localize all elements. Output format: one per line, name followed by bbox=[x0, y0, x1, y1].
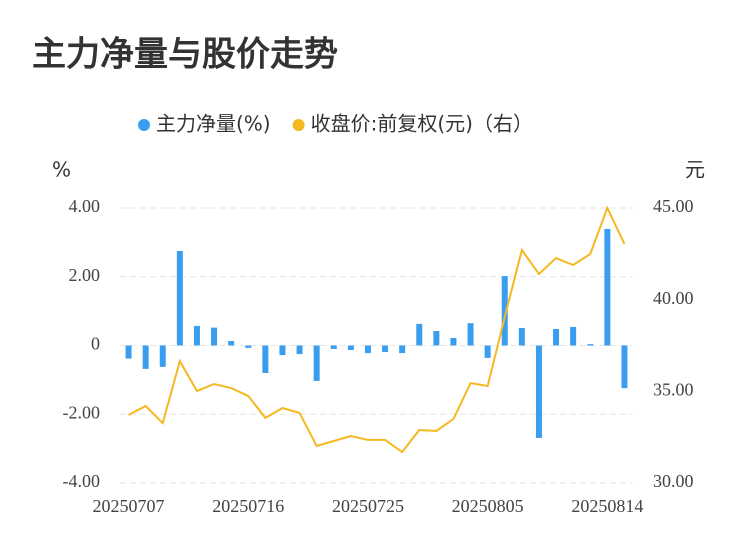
bar bbox=[587, 344, 594, 346]
bar bbox=[535, 345, 542, 438]
bar bbox=[433, 331, 440, 346]
y2-tick-label: 35.00 bbox=[653, 379, 694, 399]
bar bbox=[296, 345, 303, 355]
bar bbox=[176, 250, 183, 346]
bar bbox=[211, 327, 218, 346]
chart-title: 主力净量与股价走势 bbox=[32, 35, 338, 75]
bar bbox=[279, 345, 286, 356]
legend-marker bbox=[138, 119, 150, 131]
bar bbox=[501, 276, 508, 346]
bar bbox=[142, 345, 149, 369]
bar bbox=[330, 345, 337, 349]
bar bbox=[382, 345, 389, 353]
bar bbox=[364, 345, 371, 354]
bar bbox=[450, 337, 457, 346]
bar bbox=[245, 345, 252, 348]
y2-axis-label: 元 bbox=[685, 158, 705, 182]
y-axis-label: % bbox=[52, 158, 71, 182]
legend-label: 主力净量(%) bbox=[156, 112, 271, 136]
y-tick-label: 4.00 bbox=[69, 196, 101, 216]
bar bbox=[313, 345, 320, 381]
x-tick-label: 20250707 bbox=[93, 496, 165, 516]
x-tick-label: 20250716 bbox=[212, 496, 284, 516]
y-tick-label: 2.00 bbox=[69, 265, 101, 285]
bar bbox=[193, 325, 200, 346]
x-tick-label: 20250814 bbox=[571, 496, 643, 516]
bar bbox=[347, 345, 354, 350]
bar bbox=[484, 345, 491, 358]
y2-tick-label: 30.00 bbox=[653, 471, 694, 491]
legend-marker bbox=[292, 119, 305, 131]
bar bbox=[262, 345, 269, 373]
bar bbox=[518, 327, 525, 346]
legend-label: 收盘价:前复权(元)（右） bbox=[311, 112, 533, 136]
price-line bbox=[128, 205, 626, 454]
y2-tick-label: 40.00 bbox=[653, 288, 694, 308]
bar bbox=[467, 323, 474, 346]
x-tick-label: 20250725 bbox=[332, 496, 404, 516]
bar bbox=[621, 345, 628, 389]
bar bbox=[228, 341, 235, 346]
bar bbox=[416, 323, 423, 346]
x-tick-label: 20250805 bbox=[452, 496, 524, 516]
y2-tick-label: 45.00 bbox=[653, 196, 694, 216]
y-tick-label: 0 bbox=[91, 334, 100, 354]
bar bbox=[604, 228, 611, 346]
bar bbox=[399, 345, 406, 354]
bar bbox=[570, 326, 577, 346]
bar bbox=[125, 345, 132, 359]
bar bbox=[553, 329, 560, 346]
y-tick-label: -2.00 bbox=[63, 402, 101, 422]
y-tick-label: -4.00 bbox=[63, 471, 101, 491]
bar bbox=[159, 345, 166, 367]
